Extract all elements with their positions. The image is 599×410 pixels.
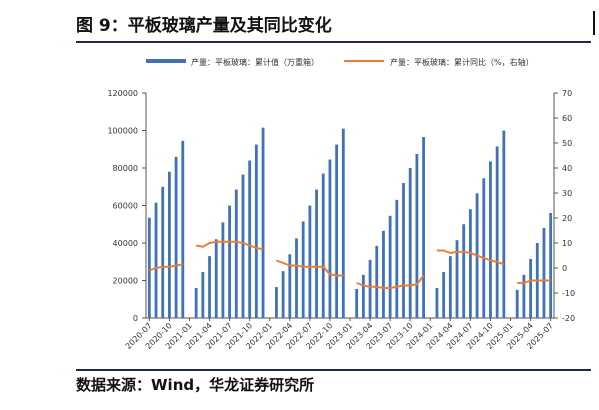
y-right-tick-label: 30	[562, 189, 572, 198]
bar	[482, 178, 486, 318]
bar	[468, 209, 472, 318]
bar	[489, 161, 492, 318]
y-right-tick-label: 40	[562, 164, 572, 173]
bar	[435, 288, 439, 318]
title-rule	[76, 41, 591, 43]
bar	[201, 272, 205, 318]
bar	[502, 130, 506, 318]
y-right-tick-label: 70	[562, 89, 572, 98]
bar	[321, 173, 325, 318]
y-left-tick-label: 20000	[113, 277, 138, 286]
legend-bar-swatch	[146, 59, 186, 63]
bar	[275, 287, 278, 318]
bar	[515, 289, 519, 318]
bar	[382, 230, 385, 318]
figure-title: 图 9：平板玻璃产量及其同比变化	[76, 16, 332, 36]
yoy-line-segment	[148, 263, 183, 272]
yoy-line-segment	[356, 274, 425, 289]
bar	[161, 186, 165, 318]
bar	[234, 189, 238, 318]
bar	[549, 213, 553, 318]
bar	[388, 215, 392, 318]
y-right-tick-label: -10	[562, 289, 575, 298]
y-left-tick-label: 100000	[107, 127, 138, 136]
bar	[408, 168, 412, 318]
legend-bar-label: 产量：平板玻璃：累计值（万重箱）	[191, 57, 319, 67]
bar	[221, 222, 225, 318]
bar	[455, 240, 459, 318]
axes	[142, 92, 558, 321]
y-left-tick-label: 120000	[107, 89, 138, 98]
bar	[355, 288, 359, 318]
bar	[495, 146, 499, 318]
yoy-line-segment	[437, 249, 505, 266]
bar	[542, 228, 546, 318]
bar	[174, 156, 178, 318]
bar	[462, 224, 466, 318]
bar	[328, 159, 332, 318]
bar	[395, 199, 399, 318]
bar	[341, 128, 345, 318]
y-left-tick-label: 60000	[113, 202, 138, 211]
bar	[288, 254, 292, 318]
bar	[181, 140, 185, 318]
line-series	[148, 240, 551, 289]
bar	[402, 183, 405, 318]
bar	[361, 274, 365, 318]
y-left-tick-label: 40000	[113, 239, 138, 248]
bar-series	[147, 127, 553, 318]
yoy-line-segment	[196, 240, 264, 251]
bar	[261, 127, 265, 318]
bar	[228, 205, 232, 318]
y-left-tick-label: 80000	[113, 164, 138, 173]
bar	[442, 272, 446, 318]
y-right-tick-label: -20	[562, 314, 575, 323]
bar	[368, 259, 372, 318]
y-right-tick-label: 20	[562, 214, 572, 223]
bar	[241, 174, 245, 318]
legend-line-label: 产量：平板玻璃：累计同比（%，右轴）	[390, 57, 534, 67]
yoy-line-segment	[517, 279, 551, 284]
source-note: 数据来源：Wind，华龙证券研究所	[76, 376, 315, 394]
bar	[335, 144, 339, 318]
bar	[422, 137, 425, 318]
bar	[168, 171, 171, 318]
yoy-line-segment	[276, 259, 344, 277]
bar	[281, 271, 285, 318]
y-left-tick-label: 0	[133, 314, 138, 323]
bar	[448, 256, 452, 318]
y-right-tick-label: 10	[562, 239, 572, 248]
bar	[194, 288, 198, 318]
bar	[214, 239, 218, 318]
bar	[208, 256, 211, 318]
y-right-tick-label: 50	[562, 139, 572, 148]
bar	[308, 205, 312, 318]
bar	[522, 274, 526, 318]
bar	[415, 153, 419, 318]
bar	[147, 217, 151, 318]
bar	[375, 245, 379, 318]
bar	[254, 144, 258, 318]
y-right-tick-label: 0	[562, 264, 567, 273]
bar	[248, 160, 252, 318]
bar	[295, 238, 298, 318]
bar	[154, 202, 158, 318]
source-rule	[76, 369, 591, 371]
y-right-tick-label: 60	[562, 114, 572, 123]
bar	[315, 189, 318, 318]
bar	[529, 258, 532, 318]
bar	[301, 221, 305, 318]
cropped-edge-mark	[593, 11, 599, 35]
chart: 产量：平板玻璃：累计值（万重箱） 产量：平板玻璃：累计同比（%，右轴） 0200…	[107, 57, 575, 351]
legend: 产量：平板玻璃：累计值（万重箱） 产量：平板玻璃：累计同比（%，右轴）	[146, 57, 534, 67]
